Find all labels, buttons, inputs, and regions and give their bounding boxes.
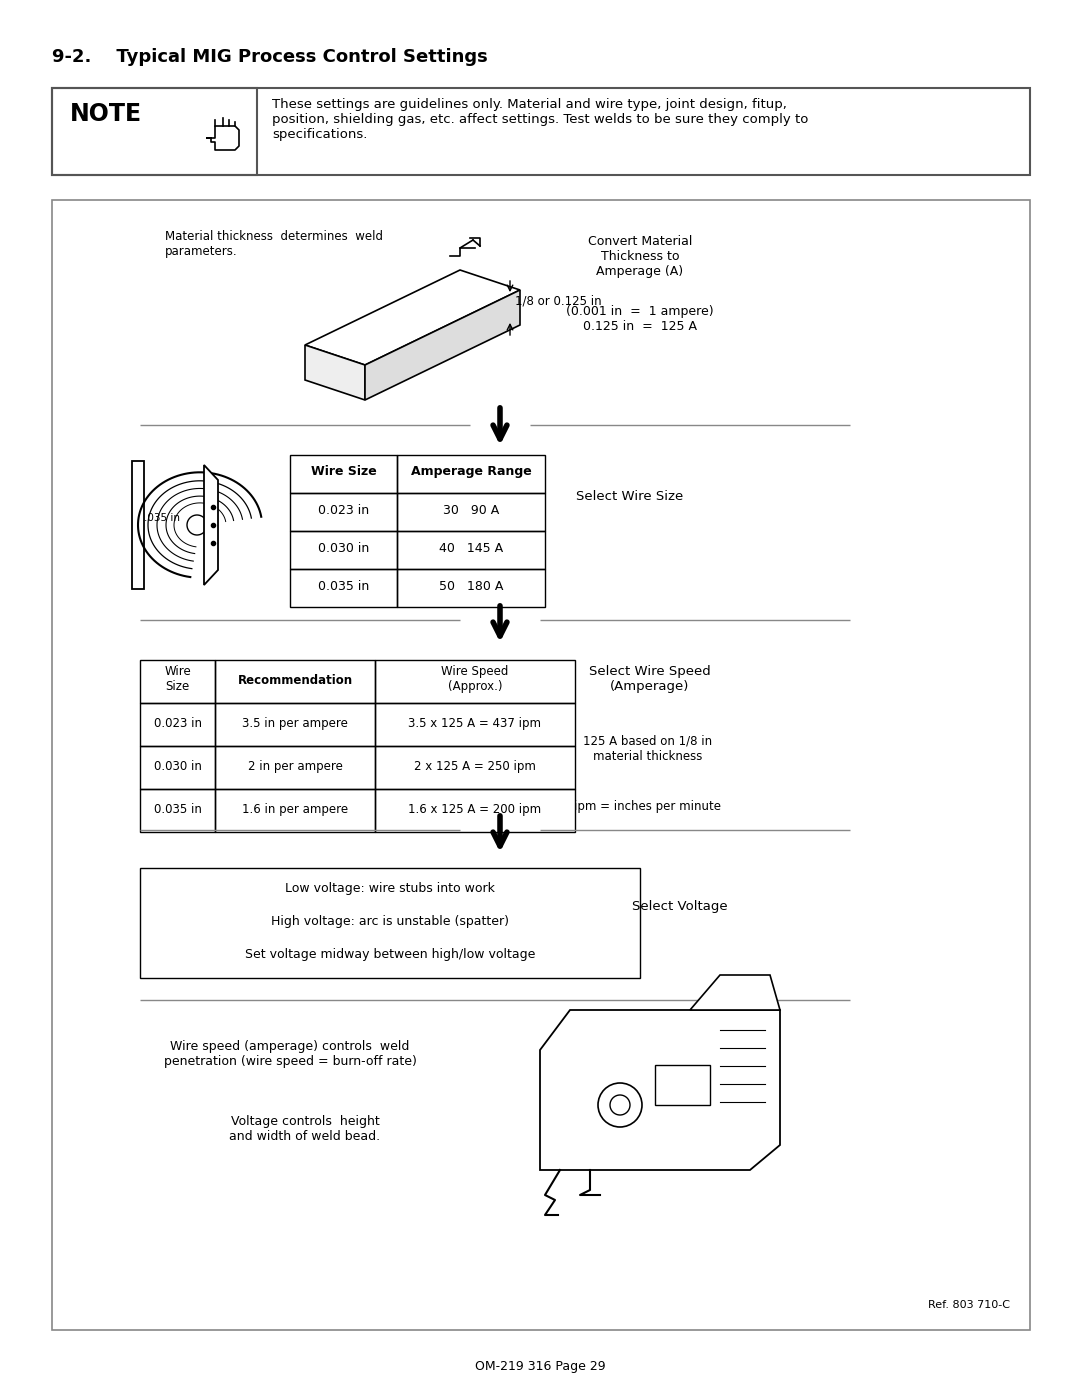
Text: 0.030 in: 0.030 in [318, 542, 369, 555]
Text: 50   180 A: 50 180 A [438, 580, 503, 592]
Bar [397, 493, 545, 531]
Polygon shape [365, 291, 519, 400]
Bar [132, 461, 144, 590]
Circle shape [187, 515, 207, 535]
Text: Set voltage midway between high/low voltage: Set voltage midway between high/low volt… [245, 949, 536, 961]
Text: Ref. 803 710-C: Ref. 803 710-C [928, 1301, 1010, 1310]
Text: (0.001 in  =  1 ampere)
0.125 in  =  125 A: (0.001 in = 1 ampere) 0.125 in = 125 A [566, 305, 714, 332]
Text: Convert Material
Thickness to
Amperage (A): Convert Material Thickness to Amperage (… [588, 235, 692, 278]
Polygon shape [204, 465, 218, 585]
Text: ipm = inches per minute: ipm = inches per minute [575, 800, 721, 813]
Text: NOTE: NOTE [70, 102, 143, 126]
Text: These settings are guidelines only. Material and wire type, joint design, fitup,: These settings are guidelines only. Mate… [272, 98, 808, 141]
Text: 0.035 in: 0.035 in [318, 580, 369, 592]
Bar [140, 746, 215, 789]
Bar [654, 1065, 710, 1105]
Bar [215, 789, 375, 833]
Text: 3.5 in per ampere: 3.5 in per ampere [242, 717, 348, 731]
Bar [215, 703, 375, 746]
Text: 30   90 A: 30 90 A [443, 504, 499, 517]
Text: 0.023 in: 0.023 in [153, 717, 202, 731]
Text: Wire
Size: Wire Size [164, 665, 191, 693]
Bar [397, 531, 545, 569]
Text: Recommendation: Recommendation [238, 673, 352, 687]
Bar [375, 789, 575, 833]
Bar [52, 200, 1030, 1330]
Bar [397, 569, 545, 608]
Bar [291, 569, 397, 608]
Text: 1/8 or 0.125 in: 1/8 or 0.125 in [515, 295, 602, 307]
Polygon shape [305, 345, 365, 400]
Text: 1.6 in per ampere: 1.6 in per ampere [242, 803, 348, 816]
Bar [52, 88, 257, 175]
Text: .035 in: .035 in [144, 513, 180, 522]
Text: Select Wire Speed
(Amperage): Select Wire Speed (Amperage) [589, 665, 711, 693]
Bar [215, 746, 375, 789]
Bar [140, 789, 215, 833]
Text: Wire speed (amperage) controls  weld
penetration (wire speed = burn-off rate): Wire speed (amperage) controls weld pene… [163, 1039, 417, 1067]
Text: Amperage Range: Amperage Range [410, 465, 531, 478]
Text: Select Wire Size: Select Wire Size [577, 490, 684, 503]
Text: 3.5 x 125 A = 437 ipm: 3.5 x 125 A = 437 ipm [408, 717, 541, 731]
Text: 2 x 125 A = 250 ipm: 2 x 125 A = 250 ipm [414, 760, 536, 773]
Text: 9-2.    Typical MIG Process Control Settings: 9-2. Typical MIG Process Control Setting… [52, 47, 488, 66]
Bar [375, 703, 575, 746]
Text: Low voltage: wire stubs into work: Low voltage: wire stubs into work [285, 882, 495, 895]
Bar [291, 455, 397, 493]
Text: Wire Speed
(Approx.): Wire Speed (Approx.) [442, 665, 509, 693]
Text: 2 in per ampere: 2 in per ampere [247, 760, 342, 773]
Circle shape [610, 1095, 630, 1115]
Bar [215, 659, 375, 703]
Circle shape [598, 1083, 642, 1127]
Text: Material thickness  determines  weld
parameters.: Material thickness determines weld param… [165, 231, 383, 258]
Text: 0.030 in: 0.030 in [153, 760, 202, 773]
Text: 40   145 A: 40 145 A [438, 542, 503, 555]
Bar [52, 88, 1030, 175]
Bar [140, 868, 640, 978]
Text: 0.023 in: 0.023 in [318, 504, 369, 517]
Bar [291, 493, 397, 531]
Bar [375, 659, 575, 703]
Polygon shape [690, 975, 780, 1010]
Text: Wire Size: Wire Size [311, 465, 376, 478]
Text: 1.6 x 125 A = 200 ipm: 1.6 x 125 A = 200 ipm [408, 803, 541, 816]
Text: 0.035 in: 0.035 in [153, 803, 202, 816]
Text: Voltage controls  height
and width of weld bead.: Voltage controls height and width of wel… [229, 1115, 380, 1143]
Text: 125 A based on 1/8 in
material thickness: 125 A based on 1/8 in material thickness [583, 735, 713, 763]
Text: OM-219 316 Page 29: OM-219 316 Page 29 [475, 1361, 605, 1373]
Bar [397, 455, 545, 493]
Bar [140, 659, 215, 703]
Polygon shape [305, 270, 519, 365]
Polygon shape [540, 1010, 780, 1171]
Bar [375, 746, 575, 789]
Text: Select Voltage: Select Voltage [632, 900, 728, 914]
Text: High voltage: arc is unstable (spatter): High voltage: arc is unstable (spatter) [271, 915, 509, 928]
Bar [291, 531, 397, 569]
Bar [140, 703, 215, 746]
